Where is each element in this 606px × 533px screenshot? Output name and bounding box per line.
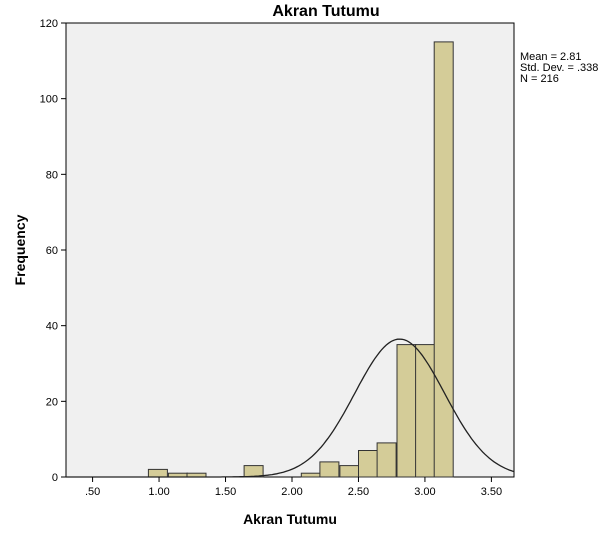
x-tick-label-1: 1.00 <box>148 486 169 498</box>
histogram-bar-9 <box>396 344 417 478</box>
x-tick-label-4: 2.50 <box>348 486 369 498</box>
stats-mean: Mean = 2.81 <box>520 51 581 63</box>
y-axis: 0 20 40 60 80 100 120 <box>40 18 66 484</box>
y-tick-label-0: 0 <box>52 472 58 484</box>
x-axis: .50 1.00 1.50 2.00 2.50 3.00 3.50 <box>85 477 502 498</box>
x-tick-label-5: 3.00 <box>414 486 435 498</box>
chart-title: Akran Tutumu <box>272 3 379 20</box>
x-axis-label: Akran Tutumu <box>243 511 337 527</box>
x-tick-label-0: .50 <box>85 486 100 498</box>
histogram-bars <box>147 41 454 478</box>
stats-box: Mean = 2.81 Std. Dev. = .338 N = 216 <box>520 51 598 85</box>
y-axis-label: Frequency <box>12 214 28 285</box>
histogram-bar-11 <box>433 41 454 478</box>
x-tick-label-6: 3.50 <box>481 486 502 498</box>
histogram-bar-5 <box>319 461 340 478</box>
histogram-bar-8 <box>376 442 397 478</box>
histogram-bar-3 <box>243 465 264 478</box>
y-tick-label-5: 100 <box>40 94 58 106</box>
stats-std-dev: Std. Dev. = .338 <box>520 62 598 74</box>
y-tick-label-4: 80 <box>46 169 58 181</box>
x-tick-label-2: 1.50 <box>215 486 236 498</box>
histogram-bar-7 <box>358 450 378 478</box>
y-tick-label-2: 40 <box>46 321 58 333</box>
stats-n: N = 216 <box>520 73 559 85</box>
normal-curve <box>66 338 515 478</box>
histogram-bar-4 <box>300 472 321 478</box>
histogram-bar-10 <box>415 344 436 478</box>
y-tick-label-6: 120 <box>40 18 58 30</box>
y-tick-label-3: 60 <box>46 245 58 257</box>
y-tick-label-1: 20 <box>46 396 58 408</box>
histogram-bar-6 <box>339 465 360 478</box>
x-tick-label-3: 2.00 <box>281 486 302 498</box>
histogram-bar-0 <box>147 468 168 478</box>
